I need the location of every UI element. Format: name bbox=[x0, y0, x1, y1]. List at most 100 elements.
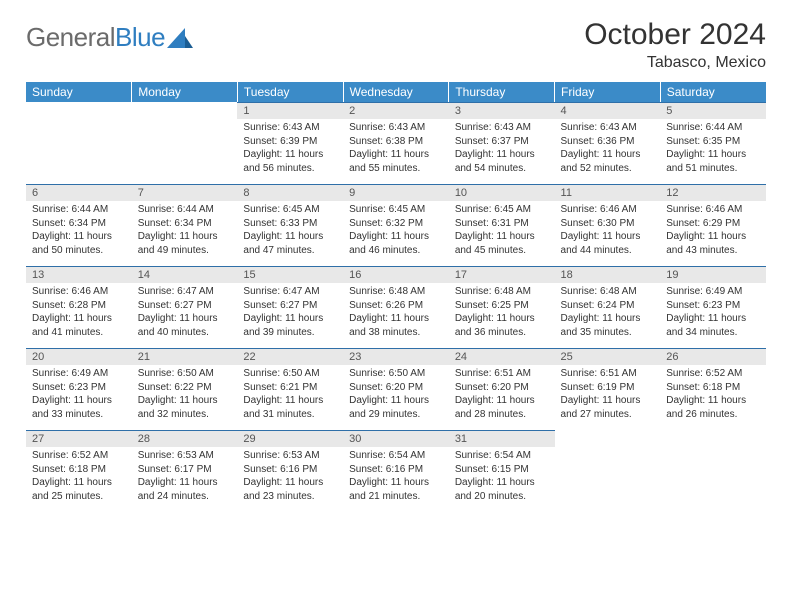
day-number: 4 bbox=[555, 102, 661, 119]
day-details: Sunrise: 6:44 AMSunset: 6:35 PMDaylight:… bbox=[660, 119, 766, 179]
weekday-header: Thursday bbox=[449, 82, 555, 102]
calendar-day-cell: 11Sunrise: 6:46 AMSunset: 6:30 PMDayligh… bbox=[555, 184, 661, 266]
brand-text: GeneralBlue bbox=[26, 22, 165, 53]
calendar-day-cell: 28Sunrise: 6:53 AMSunset: 6:17 PMDayligh… bbox=[132, 430, 238, 512]
day-number: 20 bbox=[26, 348, 132, 365]
calendar-day-cell: 16Sunrise: 6:48 AMSunset: 6:26 PMDayligh… bbox=[343, 266, 449, 348]
day-details: Sunrise: 6:43 AMSunset: 6:38 PMDaylight:… bbox=[343, 119, 449, 179]
day-details: Sunrise: 6:51 AMSunset: 6:20 PMDaylight:… bbox=[449, 365, 555, 425]
day-details: Sunrise: 6:47 AMSunset: 6:27 PMDaylight:… bbox=[237, 283, 343, 343]
month-title: October 2024 bbox=[584, 18, 766, 52]
day-number: 22 bbox=[237, 348, 343, 365]
day-number: 23 bbox=[343, 348, 449, 365]
day-details: Sunrise: 6:52 AMSunset: 6:18 PMDaylight:… bbox=[660, 365, 766, 425]
day-number: 16 bbox=[343, 266, 449, 283]
calendar-week-row: 13Sunrise: 6:46 AMSunset: 6:28 PMDayligh… bbox=[26, 266, 766, 348]
brand-part2: Blue bbox=[115, 22, 165, 52]
day-details: Sunrise: 6:45 AMSunset: 6:31 PMDaylight:… bbox=[449, 201, 555, 261]
weekday-header: Monday bbox=[132, 82, 238, 102]
day-details: Sunrise: 6:51 AMSunset: 6:19 PMDaylight:… bbox=[555, 365, 661, 425]
header: GeneralBlue October 2024 Tabasco, Mexico bbox=[26, 18, 766, 72]
day-number: 17 bbox=[449, 266, 555, 283]
calendar-day-cell: 19Sunrise: 6:49 AMSunset: 6:23 PMDayligh… bbox=[660, 266, 766, 348]
calendar-day-cell: 13Sunrise: 6:46 AMSunset: 6:28 PMDayligh… bbox=[26, 266, 132, 348]
day-details: Sunrise: 6:50 AMSunset: 6:22 PMDaylight:… bbox=[132, 365, 238, 425]
calendar-day-cell: 27Sunrise: 6:52 AMSunset: 6:18 PMDayligh… bbox=[26, 430, 132, 512]
calendar-week-row: 6Sunrise: 6:44 AMSunset: 6:34 PMDaylight… bbox=[26, 184, 766, 266]
calendar-day-cell: 31Sunrise: 6:54 AMSunset: 6:15 PMDayligh… bbox=[449, 430, 555, 512]
calendar-day-cell: 20Sunrise: 6:49 AMSunset: 6:23 PMDayligh… bbox=[26, 348, 132, 430]
calendar-week-row: 1Sunrise: 6:43 AMSunset: 6:39 PMDaylight… bbox=[26, 102, 766, 184]
day-number: 27 bbox=[26, 430, 132, 447]
calendar-day-cell: 7Sunrise: 6:44 AMSunset: 6:34 PMDaylight… bbox=[132, 184, 238, 266]
day-number: 11 bbox=[555, 184, 661, 201]
day-number: 3 bbox=[449, 102, 555, 119]
day-details: Sunrise: 6:49 AMSunset: 6:23 PMDaylight:… bbox=[26, 365, 132, 425]
brand-part1: General bbox=[26, 22, 115, 52]
calendar-day-cell: 29Sunrise: 6:53 AMSunset: 6:16 PMDayligh… bbox=[237, 430, 343, 512]
weekday-header: Friday bbox=[555, 82, 661, 102]
day-details: Sunrise: 6:45 AMSunset: 6:33 PMDaylight:… bbox=[237, 201, 343, 261]
calendar-day-cell: 18Sunrise: 6:48 AMSunset: 6:24 PMDayligh… bbox=[555, 266, 661, 348]
calendar-day-cell: 8Sunrise: 6:45 AMSunset: 6:33 PMDaylight… bbox=[237, 184, 343, 266]
day-details: Sunrise: 6:48 AMSunset: 6:25 PMDaylight:… bbox=[449, 283, 555, 343]
title-block: October 2024 Tabasco, Mexico bbox=[584, 18, 766, 72]
day-details: Sunrise: 6:44 AMSunset: 6:34 PMDaylight:… bbox=[132, 201, 238, 261]
calendar-day-cell: 6Sunrise: 6:44 AMSunset: 6:34 PMDaylight… bbox=[26, 184, 132, 266]
calendar-day-cell: 5Sunrise: 6:44 AMSunset: 6:35 PMDaylight… bbox=[660, 102, 766, 184]
day-number: 28 bbox=[132, 430, 238, 447]
day-number: 30 bbox=[343, 430, 449, 447]
calendar-day-cell: 2Sunrise: 6:43 AMSunset: 6:38 PMDaylight… bbox=[343, 102, 449, 184]
day-number: 10 bbox=[449, 184, 555, 201]
calendar-day-cell: 21Sunrise: 6:50 AMSunset: 6:22 PMDayligh… bbox=[132, 348, 238, 430]
day-details: Sunrise: 6:46 AMSunset: 6:29 PMDaylight:… bbox=[660, 201, 766, 261]
day-number: 5 bbox=[660, 102, 766, 119]
weekday-header: Saturday bbox=[660, 82, 766, 102]
day-details: Sunrise: 6:48 AMSunset: 6:24 PMDaylight:… bbox=[555, 283, 661, 343]
day-details: Sunrise: 6:54 AMSunset: 6:16 PMDaylight:… bbox=[343, 447, 449, 507]
calendar-day-cell: 4Sunrise: 6:43 AMSunset: 6:36 PMDaylight… bbox=[555, 102, 661, 184]
day-number: 19 bbox=[660, 266, 766, 283]
day-number: 9 bbox=[343, 184, 449, 201]
calendar-day-cell: 22Sunrise: 6:50 AMSunset: 6:21 PMDayligh… bbox=[237, 348, 343, 430]
day-details: Sunrise: 6:43 AMSunset: 6:37 PMDaylight:… bbox=[449, 119, 555, 179]
weekday-header: Tuesday bbox=[237, 82, 343, 102]
day-number: 21 bbox=[132, 348, 238, 365]
day-details: Sunrise: 6:53 AMSunset: 6:17 PMDaylight:… bbox=[132, 447, 238, 507]
day-details: Sunrise: 6:44 AMSunset: 6:34 PMDaylight:… bbox=[26, 201, 132, 261]
brand-logo: GeneralBlue bbox=[26, 22, 193, 53]
weekday-header: Sunday bbox=[26, 82, 132, 102]
day-details: Sunrise: 6:49 AMSunset: 6:23 PMDaylight:… bbox=[660, 283, 766, 343]
day-number: 15 bbox=[237, 266, 343, 283]
weekday-header: Wednesday bbox=[343, 82, 449, 102]
calendar-day-cell: 26Sunrise: 6:52 AMSunset: 6:18 PMDayligh… bbox=[660, 348, 766, 430]
day-number: 13 bbox=[26, 266, 132, 283]
calendar-week-row: 27Sunrise: 6:52 AMSunset: 6:18 PMDayligh… bbox=[26, 430, 766, 512]
calendar-header-row: SundayMondayTuesdayWednesdayThursdayFrid… bbox=[26, 82, 766, 102]
calendar-day-cell: 10Sunrise: 6:45 AMSunset: 6:31 PMDayligh… bbox=[449, 184, 555, 266]
day-number: 24 bbox=[449, 348, 555, 365]
calendar-day-cell: 9Sunrise: 6:45 AMSunset: 6:32 PMDaylight… bbox=[343, 184, 449, 266]
location-label: Tabasco, Mexico bbox=[584, 54, 766, 72]
calendar-day-cell: 24Sunrise: 6:51 AMSunset: 6:20 PMDayligh… bbox=[449, 348, 555, 430]
day-details: Sunrise: 6:47 AMSunset: 6:27 PMDaylight:… bbox=[132, 283, 238, 343]
day-number: 26 bbox=[660, 348, 766, 365]
day-details: Sunrise: 6:48 AMSunset: 6:26 PMDaylight:… bbox=[343, 283, 449, 343]
day-number: 25 bbox=[555, 348, 661, 365]
brand-triangle-icon bbox=[167, 28, 193, 48]
calendar-empty-cell bbox=[132, 102, 238, 184]
day-details: Sunrise: 6:50 AMSunset: 6:20 PMDaylight:… bbox=[343, 365, 449, 425]
day-details: Sunrise: 6:45 AMSunset: 6:32 PMDaylight:… bbox=[343, 201, 449, 261]
day-details: Sunrise: 6:46 AMSunset: 6:28 PMDaylight:… bbox=[26, 283, 132, 343]
calendar-table: SundayMondayTuesdayWednesdayThursdayFrid… bbox=[26, 82, 766, 512]
calendar-day-cell: 17Sunrise: 6:48 AMSunset: 6:25 PMDayligh… bbox=[449, 266, 555, 348]
calendar-week-row: 20Sunrise: 6:49 AMSunset: 6:23 PMDayligh… bbox=[26, 348, 766, 430]
calendar-empty-cell bbox=[555, 430, 661, 512]
calendar-day-cell: 3Sunrise: 6:43 AMSunset: 6:37 PMDaylight… bbox=[449, 102, 555, 184]
day-number: 1 bbox=[237, 102, 343, 119]
day-details: Sunrise: 6:46 AMSunset: 6:30 PMDaylight:… bbox=[555, 201, 661, 261]
day-number: 12 bbox=[660, 184, 766, 201]
calendar-empty-cell bbox=[660, 430, 766, 512]
day-number: 14 bbox=[132, 266, 238, 283]
calendar-day-cell: 12Sunrise: 6:46 AMSunset: 6:29 PMDayligh… bbox=[660, 184, 766, 266]
